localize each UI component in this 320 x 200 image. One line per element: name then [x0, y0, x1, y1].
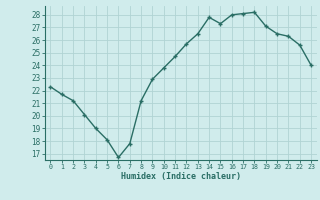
X-axis label: Humidex (Indice chaleur): Humidex (Indice chaleur) — [121, 172, 241, 181]
